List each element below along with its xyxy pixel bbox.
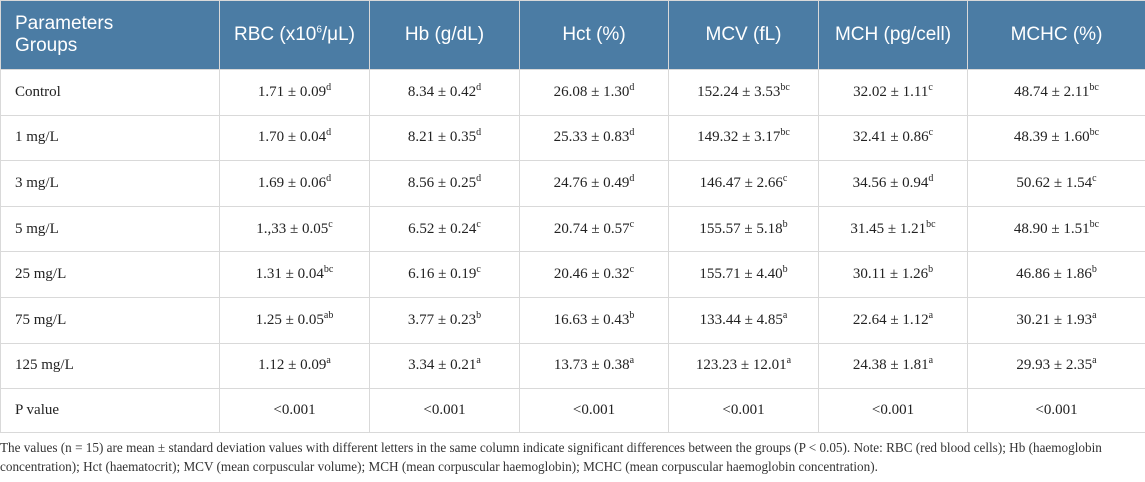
group-label: 1 mg/L — [0, 114, 220, 162]
value-cell: <0.001 — [818, 388, 968, 434]
group-label: P value — [0, 388, 220, 434]
group-label: 25 mg/L — [0, 251, 220, 298]
value-cell: 1.71 ± 0.09d — [219, 69, 370, 116]
table-row: 75 mg/L 1.25 ± 0.05ab 3.77 ± 0.23b 16.63… — [0, 296, 1145, 344]
value-cell: 20.74 ± 0.57c — [519, 205, 669, 253]
value-cell: 50.62 ± 1.54c — [967, 160, 1145, 207]
value-cell: <0.001 — [967, 388, 1145, 434]
value-cell: 133.44 ± 4.85a — [668, 296, 819, 344]
value-cell: 30.11 ± 1.26b — [818, 251, 968, 298]
value-cell: 8.21 ± 0.35d — [369, 114, 520, 162]
value-cell: <0.001 — [219, 388, 370, 434]
value-cell: 48.74 ± 2.11bc — [967, 69, 1145, 116]
value-cell: <0.001 — [668, 388, 819, 434]
value-cell: 32.41 ± 0.86c — [818, 114, 968, 162]
table-row: Control 1.71 ± 0.09d 8.34 ± 0.42d 26.08 … — [0, 69, 1145, 116]
header-hct: Hct (%) — [519, 0, 669, 70]
group-label: 3 mg/L — [0, 160, 220, 207]
value-cell: 13.73 ± 0.38a — [519, 342, 669, 390]
table-row: 125 mg/L 1.12 ± 0.09a 3.34 ± 0.21a 13.73… — [0, 342, 1145, 390]
value-cell: 1.25 ± 0.05ab — [219, 296, 370, 344]
header-mch: MCH (pg/cell) — [818, 0, 968, 70]
value-cell: 1.31 ± 0.04bc — [219, 251, 370, 298]
table-footnote: The values (n = 15) are mean ± standard … — [0, 440, 1102, 474]
value-cell: 3.77 ± 0.23b — [369, 296, 520, 344]
value-cell: 48.90 ± 1.51bc — [967, 205, 1145, 253]
header-parameters: Parameters — [15, 13, 114, 34]
table-row: 1 mg/L 1.70 ± 0.04d 8.21 ± 0.35d 25.33 ±… — [0, 114, 1145, 162]
value-cell: 1.12 ± 0.09a — [219, 342, 370, 390]
value-cell: 155.57 ± 5.18b — [668, 205, 819, 253]
value-cell: 16.63 ± 0.43b — [519, 296, 669, 344]
header-hb: Hb (g/dL) — [369, 0, 520, 70]
value-cell: 8.56 ± 0.25d — [369, 160, 520, 207]
table-row: 5 mg/L 1.,33 ± 0.05c 6.52 ± 0.24c 20.74 … — [0, 205, 1145, 253]
value-cell: 6.16 ± 0.19c — [369, 251, 520, 298]
header-mcv: MCV (fL) — [668, 0, 819, 70]
value-cell: 29.93 ± 2.35a — [967, 342, 1145, 390]
header-rbc: RBC (x106/μL) — [219, 0, 370, 70]
value-cell: 1.69 ± 0.06d — [219, 160, 370, 207]
value-cell: <0.001 — [369, 388, 520, 434]
value-cell: 1.,33 ± 0.05c — [219, 205, 370, 253]
value-cell: 8.34 ± 0.42d — [369, 69, 520, 116]
value-cell: 155.71 ± 4.40b — [668, 251, 819, 298]
header-parameters-groups: Parameters Groups — [0, 0, 220, 70]
group-label: 125 mg/L — [0, 342, 220, 390]
value-cell: 24.38 ± 1.81a — [818, 342, 968, 390]
header-mchc: MCHC (%) — [967, 0, 1145, 70]
header-groups: Groups — [15, 35, 78, 56]
value-cell: 20.46 ± 0.32c — [519, 251, 669, 298]
value-cell: 24.76 ± 0.49d — [519, 160, 669, 207]
p-value-row: P value <0.001 <0.001 <0.001 <0.001 <0.0… — [0, 388, 1145, 434]
value-cell: 25.33 ± 0.83d — [519, 114, 669, 162]
value-cell: 146.47 ± 2.66c — [668, 160, 819, 207]
value-cell: 30.21 ± 1.93a — [967, 296, 1145, 344]
value-cell: 1.70 ± 0.04d — [219, 114, 370, 162]
value-cell: 32.02 ± 1.11c — [818, 69, 968, 116]
table-row: 25 mg/L 1.31 ± 0.04bc 6.16 ± 0.19c 20.46… — [0, 251, 1145, 298]
value-cell: 6.52 ± 0.24c — [369, 205, 520, 253]
value-cell: 3.34 ± 0.21a — [369, 342, 520, 390]
header-row: Parameters Groups RBC (x106/μL) Hb (g/dL… — [0, 0, 1145, 70]
value-cell: <0.001 — [519, 388, 669, 434]
value-cell: 26.08 ± 1.30d — [519, 69, 669, 116]
group-label: 5 mg/L — [0, 205, 220, 253]
value-cell: 149.32 ± 3.17bc — [668, 114, 819, 162]
value-cell: 46.86 ± 1.86b — [967, 251, 1145, 298]
value-cell: 22.64 ± 1.12a — [818, 296, 968, 344]
value-cell: 31.45 ± 1.21bc — [818, 205, 968, 253]
group-label: 75 mg/L — [0, 296, 220, 344]
value-cell: 152.24 ± 3.53bc — [668, 69, 819, 116]
value-cell: 48.39 ± 1.60bc — [967, 114, 1145, 162]
value-cell: 123.23 ± 12.01a — [668, 342, 819, 390]
value-cell: 34.56 ± 0.94d — [818, 160, 968, 207]
group-label: Control — [0, 69, 220, 116]
results-table: Parameters Groups RBC (x106/μL) Hb (g/dL… — [0, 0, 1145, 434]
table-row: 3 mg/L 1.69 ± 0.06d 8.56 ± 0.25d 24.76 ±… — [0, 160, 1145, 207]
